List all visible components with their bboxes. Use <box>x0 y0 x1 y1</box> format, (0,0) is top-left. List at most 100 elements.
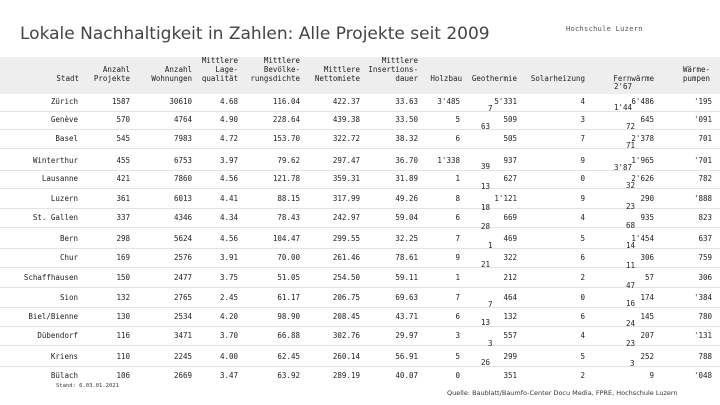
offset-fernwaerme-value: 24 <box>626 319 636 328</box>
offset-geothermie-value: 13 <box>481 318 491 327</box>
table-cell-miete: 359.31 <box>332 174 360 183</box>
offset-fernwaerme-value: 3'87 <box>614 163 633 172</box>
header-holzbau: Holzbau <box>430 74 462 83</box>
offset-fernwaerme-value: 14 <box>626 241 636 250</box>
table-cell-dichte: 79.62 <box>277 156 300 165</box>
table-cell-miete: 254.50 <box>332 273 360 282</box>
table-cell-holz: 6 <box>455 213 460 222</box>
table-cell-dichte: 153.70 <box>272 134 300 143</box>
table-cell-lage: 4.68 <box>219 97 238 106</box>
header-nettomiete: Mittlere Nettomiete <box>314 65 360 83</box>
offset-geothermie-value: 18 <box>481 203 491 212</box>
table-cell-projekte: 545 <box>116 134 130 143</box>
table-cell-waerme: '701 <box>693 156 712 165</box>
table-cell-waerme: 306 <box>698 273 712 282</box>
table-cell-holz: 0 <box>455 371 460 380</box>
offset-fernwaerme-value: 3 <box>630 359 635 368</box>
table-cell-dauer: 36.70 <box>395 156 418 165</box>
offset-fernwaerme-value: 11 <box>626 261 636 270</box>
table-cell-waerme: 701 <box>698 134 712 143</box>
offset-geothermie-value: 26 <box>481 358 491 367</box>
table-cell-projekte: 110 <box>116 352 130 361</box>
offset-fernwaerme-value: 68 <box>626 221 636 230</box>
offset-fernwaerme-value: 72 <box>626 122 636 131</box>
table-cell-fern: 2'378 <box>631 134 654 143</box>
table-cell-city: Genève <box>50 115 78 124</box>
table-cell-geo: 5'331 <box>494 97 517 106</box>
table-cell-holz: 9 <box>455 253 460 262</box>
table-cell-lage: 4.72 <box>219 134 238 143</box>
table-cell-dauer: 78.61 <box>395 253 418 262</box>
table-cell-solar: 4 <box>580 97 585 106</box>
table-cell-projekte: 150 <box>116 273 130 282</box>
table-cell-holz: 1 <box>455 174 460 183</box>
table-cell-projekte: 298 <box>116 234 130 243</box>
table-cell-dauer: 33.50 <box>395 115 418 124</box>
table-cell-solar: 9 <box>580 194 585 203</box>
table-cell-fern: 935 <box>640 213 654 222</box>
table-cell-miete: 422.37 <box>332 97 360 106</box>
table-cell-dichte: 104.47 <box>272 234 300 243</box>
table-cell-fern: 290 <box>640 194 654 203</box>
table-cell-geo: 212 <box>503 273 517 282</box>
table-cell-projekte: 570 <box>116 115 130 124</box>
table-cell-waerme: 782 <box>698 174 712 183</box>
table-cell-waerme: '131 <box>693 331 712 340</box>
table-cell-wohnungen: 7860 <box>173 174 192 183</box>
row-divider <box>0 326 720 327</box>
table-cell-city: Lausanne <box>41 174 78 183</box>
table-cell-dauer: 69.63 <box>395 293 418 302</box>
table-cell-miete: 297.47 <box>332 156 360 165</box>
table-cell-miete: 439.38 <box>332 115 360 124</box>
table-cell-city: Zürich <box>50 97 78 106</box>
header-waermepumpen: Wärme- pumpen <box>682 65 710 83</box>
table-cell-lage: 4.34 <box>219 213 238 222</box>
table-cell-solar: 2 <box>580 273 585 282</box>
table-cell-projekte: 130 <box>116 312 130 321</box>
table-cell-waerme: '091 <box>693 115 712 124</box>
table-cell-waerme: 759 <box>698 253 712 262</box>
table-cell-dichte: 61.17 <box>277 293 300 302</box>
table-cell-solar: 9 <box>580 156 585 165</box>
table-cell-holz: 8 <box>455 194 460 203</box>
row-divider <box>0 148 720 149</box>
table-cell-waerme: 788 <box>698 352 712 361</box>
table-cell-fern: 1'965 <box>631 156 654 165</box>
table-cell-city: Bülach <box>50 371 78 380</box>
table-cell-holz: 3'485 <box>437 97 460 106</box>
header-stadt: Stadt <box>56 74 79 83</box>
table-cell-fern: 145 <box>640 312 654 321</box>
table-cell-fern: 1'454 <box>631 234 654 243</box>
table-cell-miete: 289.19 <box>332 371 360 380</box>
table-cell-city: Basel <box>55 134 78 143</box>
table-cell-solar: 5 <box>580 234 585 243</box>
table-cell-dichte: 51.05 <box>277 273 300 282</box>
table-cell-projekte: 106 <box>116 371 130 380</box>
table-cell-geo: 322 <box>503 253 517 262</box>
offset-geothermie-value: 3 <box>488 339 493 348</box>
table-header-band <box>0 57 720 94</box>
row-divider <box>0 111 720 112</box>
table-cell-solar: 5 <box>580 352 585 361</box>
table-cell-waerme: 780 <box>698 312 712 321</box>
table-cell-holz: 7 <box>455 293 460 302</box>
offset-geothermie-value: 1 <box>488 241 493 250</box>
table-cell-geo: 132 <box>503 312 517 321</box>
table-cell-solar: 0 <box>580 174 585 183</box>
offset-fernwaerme-value: 23 <box>626 339 636 348</box>
table-cell-dauer: 40.07 <box>395 371 418 380</box>
table-cell-miete: 317.99 <box>332 194 360 203</box>
table-cell-dichte: 66.88 <box>277 331 300 340</box>
row-divider <box>0 345 720 346</box>
table-cell-dauer: 31.89 <box>395 174 418 183</box>
table-cell-geo: 469 <box>503 234 517 243</box>
table-cell-city: St. Gallen <box>32 213 78 222</box>
header-fernwaerme: Fernwärme <box>613 74 654 83</box>
table-cell-holz: 1'338 <box>437 156 460 165</box>
table-cell-waerme: '384 <box>693 293 712 302</box>
table-cell-geo: 557 <box>503 331 517 340</box>
offset-fernwaerme-value: 2'67 <box>614 82 633 91</box>
table-cell-waerme: 637 <box>698 234 712 243</box>
table-cell-lage: 4.41 <box>219 194 238 203</box>
table-cell-geo: 299 <box>503 352 517 361</box>
